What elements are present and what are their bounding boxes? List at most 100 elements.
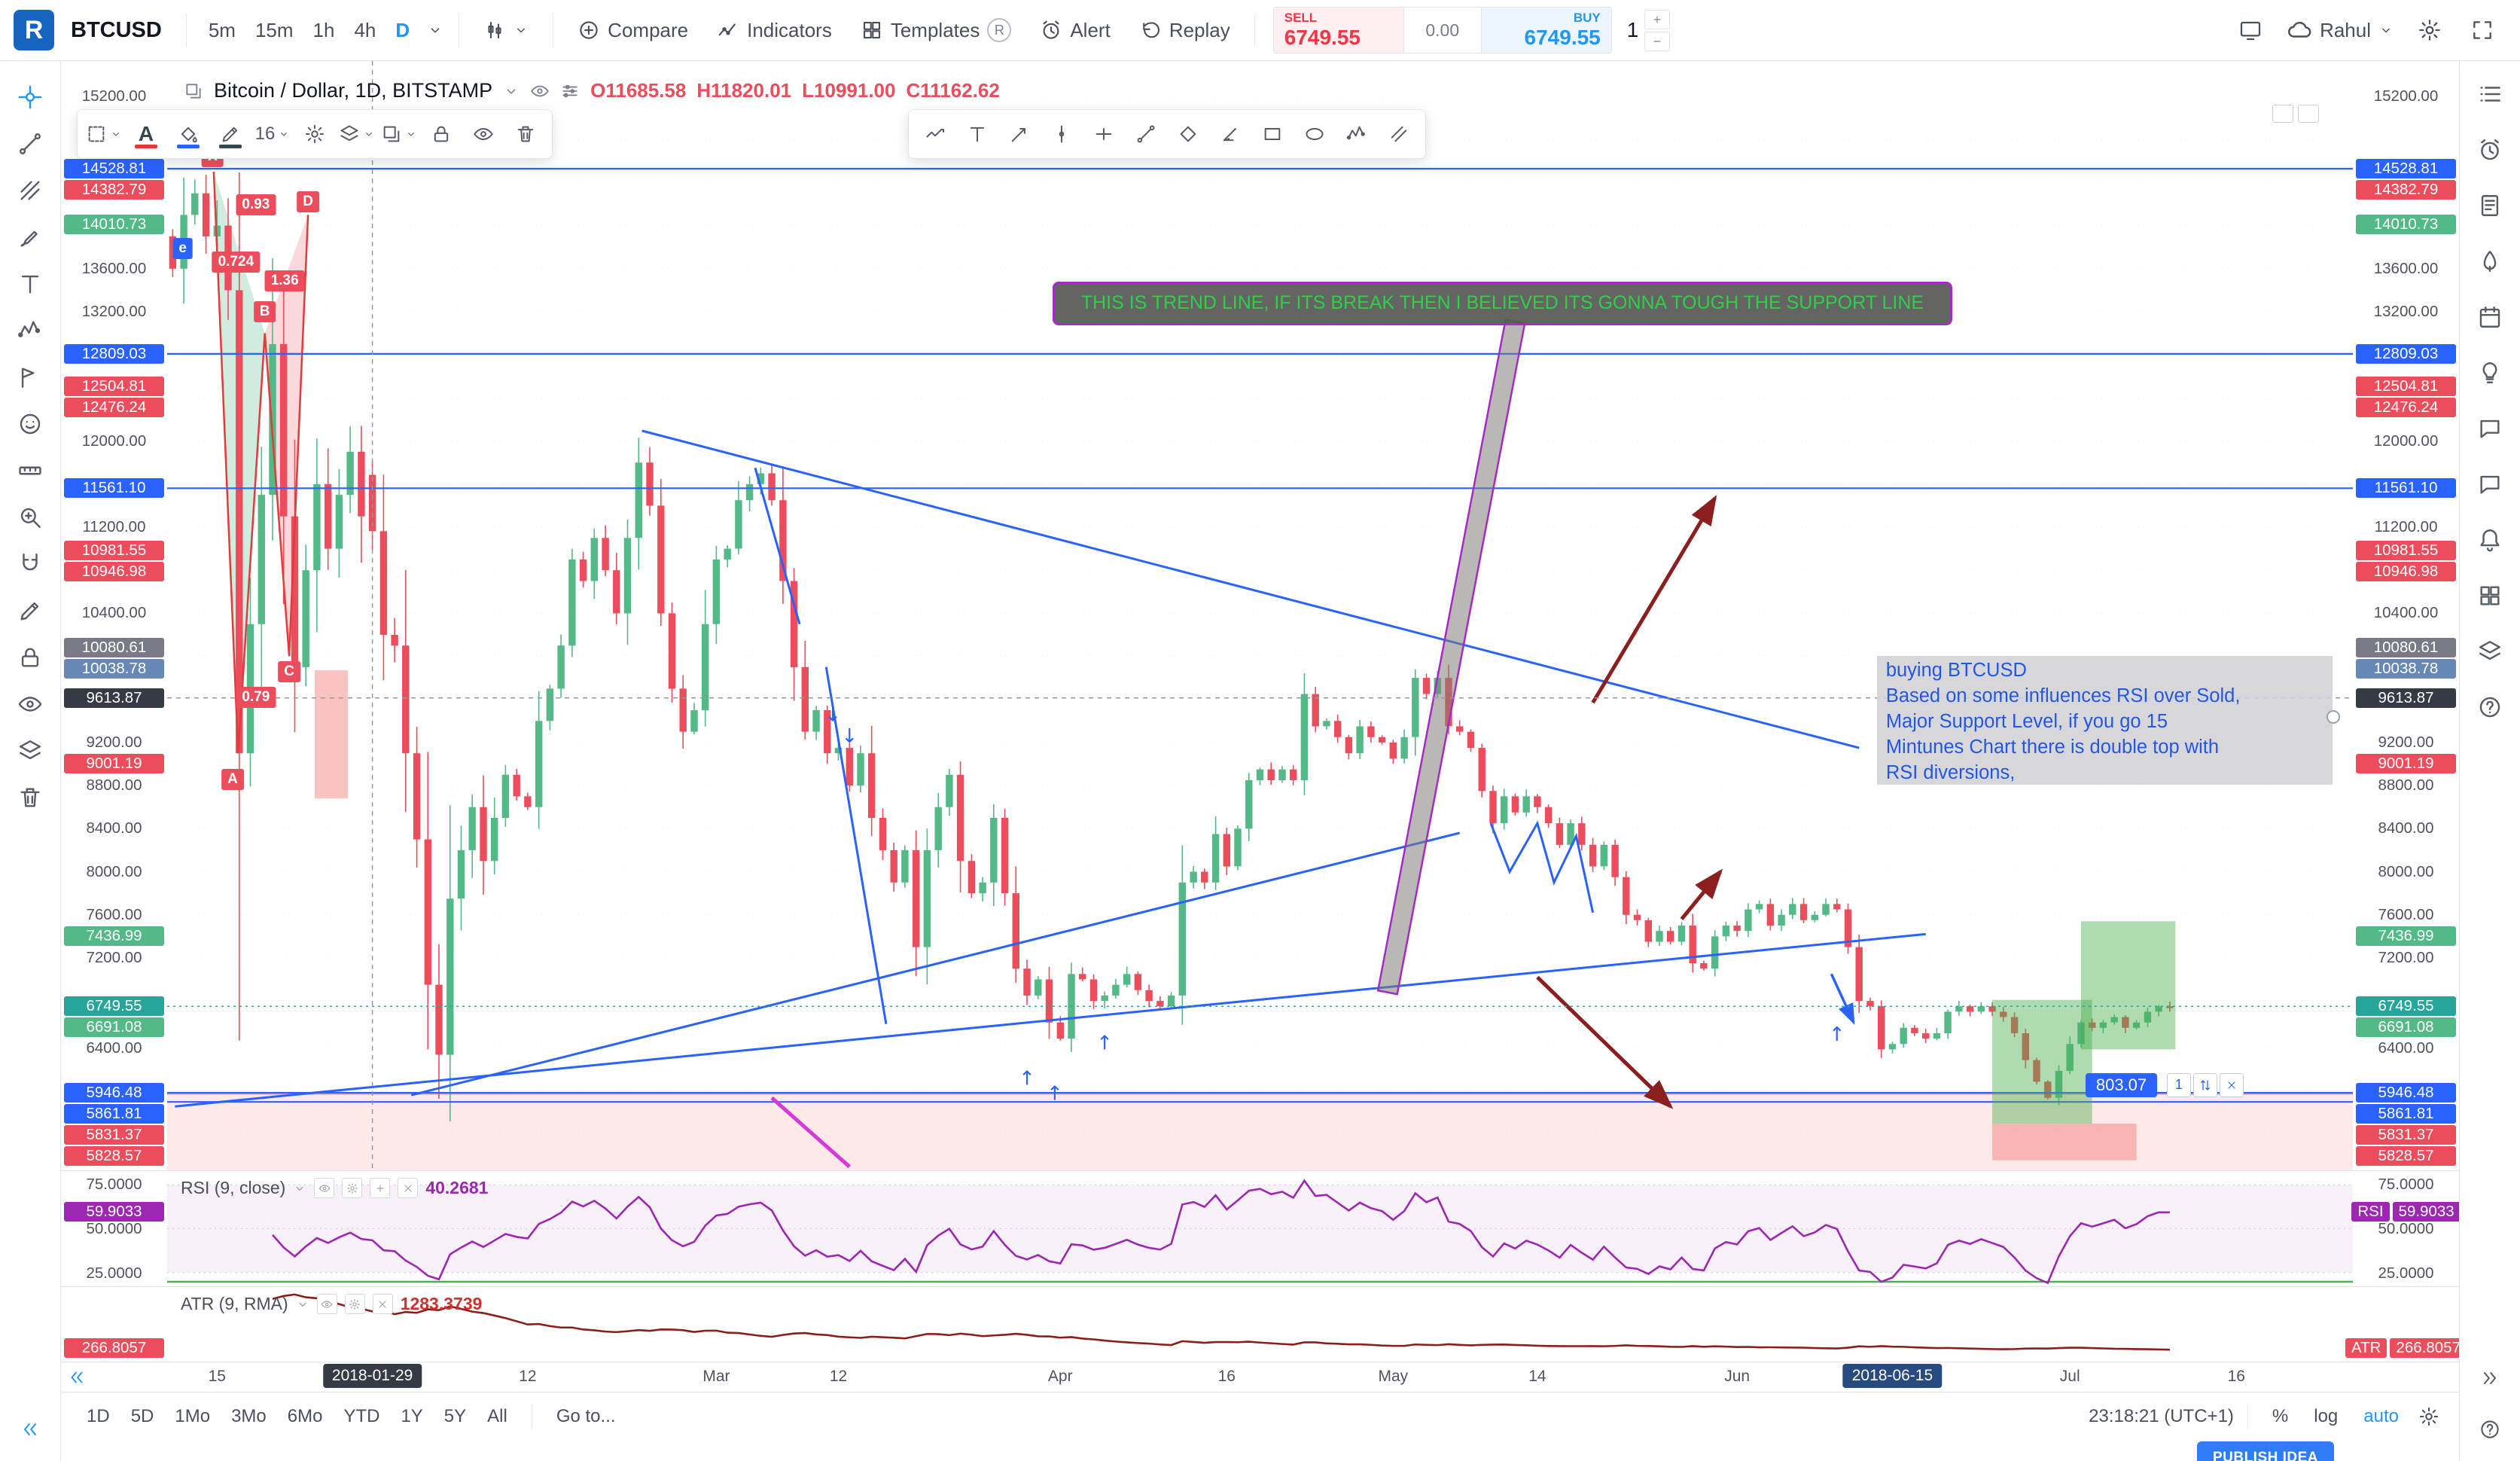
font-size-button[interactable]: 16: [252, 114, 293, 154]
vertical-line-tool-button[interactable]: [1041, 114, 1082, 154]
sell-button[interactable]: SELL 6749.55: [1273, 8, 1403, 53]
atr-left-axis[interactable]: 266.8057: [61, 1287, 167, 1362]
stroke-color-button[interactable]: [210, 114, 251, 154]
ideas-button[interactable]: [2469, 353, 2511, 392]
pattern-tool-button[interactable]: [9, 311, 51, 350]
range-ytd-button[interactable]: YTD: [333, 1400, 390, 1433]
quantity-value[interactable]: 1: [1626, 18, 1639, 41]
left-price-axis[interactable]: 15200.00 14528.81 14382.79 14010.73 13600.00…: [61, 61, 167, 1170]
parallel-channel-tool-button[interactable]: [1379, 114, 1419, 154]
range-1mo-button[interactable]: 1Mo: [164, 1400, 221, 1433]
chart-type-button[interactable]: [471, 8, 541, 52]
rsi-settings-icon[interactable]: [342, 1178, 363, 1198]
scroll-left-icon[interactable]: [67, 1368, 87, 1387]
object-tree-tool-button[interactable]: [9, 731, 51, 770]
range-3mo-button[interactable]: 3Mo: [221, 1400, 277, 1433]
time-axis[interactable]: 15 2018-01-29 12 Mar 12 Apr 16 May 14 Jun 2018-06-…: [61, 1362, 2459, 1392]
quantity-increase-button[interactable]: [1644, 9, 1671, 29]
private-chat-button[interactable]: [2469, 465, 2511, 504]
pattern-label-1.36[interactable]: 1.36: [264, 270, 305, 291]
delete-drawing-button[interactable]: [505, 114, 546, 154]
percent-scale-button[interactable]: %: [2262, 1400, 2299, 1433]
goto-button[interactable]: Go to...: [546, 1400, 626, 1433]
pitchfork-tool-button[interactable]: [9, 171, 51, 210]
log-scale-button[interactable]: log: [2303, 1400, 2348, 1433]
atr-title[interactable]: ATR (9, RMA): [181, 1294, 288, 1313]
trendline-callout[interactable]: THIS IS TREND LINE, IF ITS BREAK THEN I …: [1052, 281, 1952, 326]
measure-line-tool-button[interactable]: [915, 114, 955, 154]
fill-color-button[interactable]: [168, 114, 209, 154]
legend-settings-icon[interactable]: [560, 81, 580, 101]
app-logo[interactable]: R: [14, 10, 54, 50]
ellipse-tool-button[interactable]: [1294, 114, 1335, 154]
pattern-label-0.93[interactable]: 0.93: [236, 194, 276, 216]
pattern-label-D[interactable]: D: [297, 191, 320, 213]
news-button[interactable]: [2469, 186, 2511, 225]
timeframe-4h[interactable]: 4h: [344, 8, 385, 52]
trend-line-tool-button[interactable]: [9, 124, 51, 163]
drawing-visibility-button[interactable]: [463, 114, 504, 154]
settings-button[interactable]: [2406, 8, 2454, 52]
rsi-title[interactable]: RSI (9, close): [181, 1178, 286, 1197]
atr-eye-icon[interactable]: [316, 1294, 337, 1314]
measure-qty-button[interactable]: 1: [2166, 1072, 2191, 1097]
timeframe-menu-button[interactable]: [424, 8, 446, 52]
lock-drawing-button[interactable]: [421, 114, 462, 154]
text-note-tool-button[interactable]: [957, 114, 998, 154]
rsi-left-axis[interactable]: 75.0000 59.9033 50.0000 25.0000: [61, 1171, 167, 1286]
atr-plot[interactable]: ATR (9, RMA) 1283.3739: [167, 1287, 2353, 1362]
hide-drawings-tool-button[interactable]: [9, 685, 51, 724]
collapse-sidebar-icon[interactable]: [2469, 1359, 2511, 1398]
atr-right-axis[interactable]: ATR 266.8057: [2345, 1287, 2467, 1362]
timeframe-D[interactable]: D: [385, 8, 419, 52]
timeframe-5m[interactable]: 5m: [199, 8, 245, 52]
pattern-label-0.79[interactable]: 0.79: [236, 686, 276, 708]
style-picker-button[interactable]: [84, 114, 124, 154]
scale-button[interactable]: [2272, 105, 2293, 123]
range-1y-button[interactable]: 1Y: [390, 1400, 433, 1433]
analysis-note[interactable]: buying BTCUSD Based on some influences R…: [1876, 655, 2341, 785]
measure-flip-button[interactable]: [2192, 1072, 2217, 1097]
range-5y-button[interactable]: 5Y: [434, 1400, 477, 1433]
help-button[interactable]: [2469, 688, 2511, 727]
range-all-button[interactable]: All: [477, 1400, 518, 1433]
public-chat-button[interactable]: [2469, 409, 2511, 448]
indicators-button[interactable]: Indicators: [705, 8, 844, 52]
rsi-plot[interactable]: RSI (9, close) 40.2681: [167, 1171, 2353, 1286]
collapse-toolbar-icon[interactable]: [9, 1410, 51, 1449]
rectangle-tool-button[interactable]: [1252, 114, 1293, 154]
symbol-button[interactable]: BTCUSD: [59, 8, 174, 52]
watchlist-button[interactable]: [2469, 75, 2511, 114]
rsi-eye-icon[interactable]: [314, 1178, 335, 1198]
text-tool-button[interactable]: [9, 264, 51, 303]
range-1d-button[interactable]: 1D: [76, 1400, 120, 1433]
brush-tool-button[interactable]: [9, 218, 51, 257]
trend-line-draw-tool-button[interactable]: [1126, 114, 1166, 154]
notifications-button[interactable]: [2469, 520, 2511, 560]
remove-drawings-tool-button[interactable]: [9, 778, 51, 817]
cross-line-tool-button[interactable]: [1083, 114, 1124, 154]
zoom-tool-button[interactable]: [9, 498, 51, 537]
pattern-label-A[interactable]: A: [221, 768, 244, 790]
hotlists-button[interactable]: [2469, 242, 2511, 281]
rsi-add-icon[interactable]: [370, 1178, 391, 1198]
scale-button[interactable]: [2298, 105, 2319, 123]
range-5d-button[interactable]: 5D: [120, 1400, 165, 1433]
note-handle[interactable]: [2327, 709, 2341, 724]
magnet-tool-button[interactable]: [9, 544, 51, 584]
auto-scale-button[interactable]: auto: [2353, 1400, 2409, 1433]
layer-order-button[interactable]: [337, 114, 377, 154]
help-icon[interactable]: [2469, 1410, 2511, 1449]
pattern-label-C[interactable]: C: [278, 660, 300, 682]
compare-button[interactable]: Compare: [565, 8, 700, 52]
timeframe-1h[interactable]: 1h: [303, 8, 345, 52]
alerts-button[interactable]: [2469, 130, 2511, 169]
right-price-axis[interactable]: 15200.00 14528.81 14382.79 14010.73 13600.00…: [2353, 61, 2459, 1170]
pattern-label-0.724[interactable]: 0.724: [212, 252, 261, 273]
fullscreen-button[interactable]: [2458, 8, 2506, 52]
object-tree-button[interactable]: [2469, 632, 2511, 671]
drawing-settings-button[interactable]: [294, 114, 335, 154]
publish-idea-button[interactable]: PUBLISH IDEA: [2197, 1441, 2334, 1461]
pattern-label-e[interactable]: e: [172, 237, 193, 259]
chart-plot[interactable]: ↑ ↑ ↑ ↓ ↓ ↑ Bitcoin / Dollar, 1D, BITSTAMP O1…: [167, 61, 2353, 1170]
